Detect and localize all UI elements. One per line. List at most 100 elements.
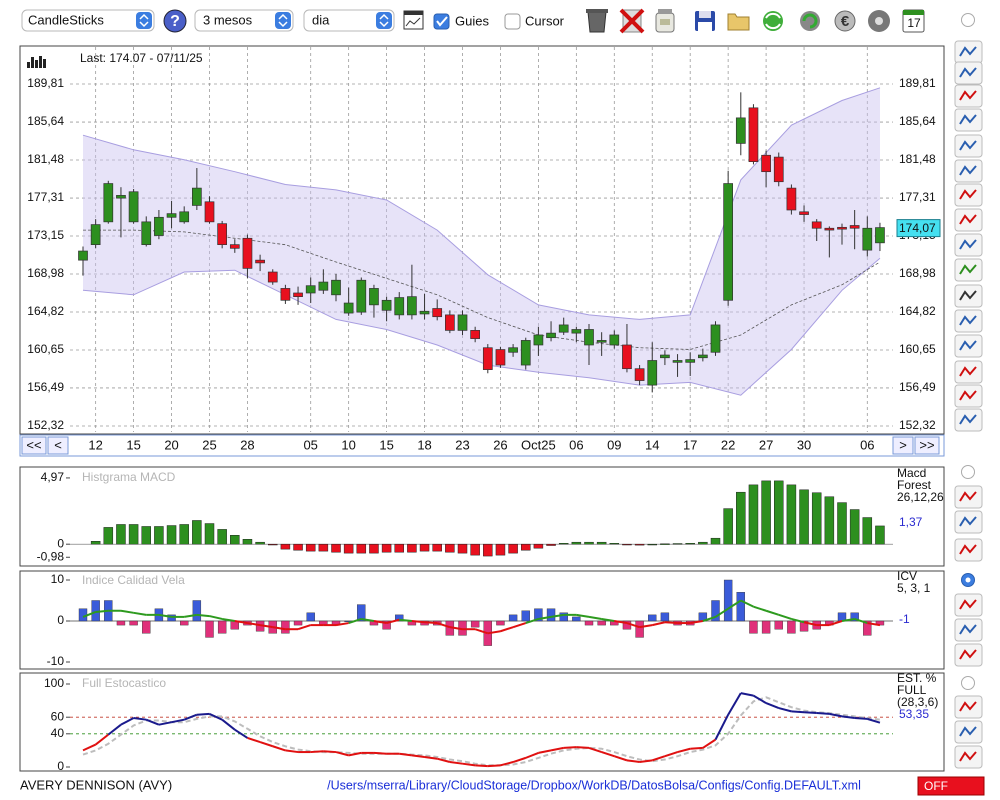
guides-checkbox[interactable]: Guies [433, 13, 489, 30]
stoch-k-line [613, 755, 628, 762]
help-glyph: ? [170, 13, 180, 30]
stoch-k-line [285, 749, 299, 754]
histogram-bar [331, 543, 341, 553]
refresh-button[interactable] [763, 11, 783, 31]
sidebar-button[interactable] [954, 233, 983, 257]
x-tick-label: 15 [126, 437, 140, 452]
calendar-button[interactable]: 17 [902, 9, 925, 33]
settings-button[interactable] [868, 10, 890, 32]
help-button[interactable]: ? [163, 9, 187, 33]
y-tick-label: 4,97 [41, 470, 65, 484]
candle-body [90, 224, 101, 246]
chart-style-select[interactable]: CandleSticks [21, 9, 155, 32]
icv-bar [496, 620, 505, 626]
x-tick-label: 27 [759, 437, 773, 452]
checkbox-label: Guies [455, 13, 489, 28]
x-tick-label: 26 [493, 437, 507, 452]
icv-signal [639, 624, 653, 629]
button-glyph [959, 264, 977, 275]
stoch-k-line [221, 718, 236, 731]
close-button[interactable] [619, 8, 645, 34]
nav-label: < [54, 437, 62, 452]
icv-bar [723, 579, 733, 622]
config-path[interactable]: /Users/mserra/Library/CloudStorage/Dropb… [327, 778, 861, 792]
sidebar-button[interactable] [954, 384, 983, 408]
sidebar-button[interactable] [954, 134, 983, 158]
panel-radio[interactable] [961, 676, 975, 690]
histogram-bar [90, 541, 101, 545]
icv-signal [234, 620, 248, 625]
stoch-k-line [323, 750, 337, 754]
y-tick-label: 40 [51, 726, 65, 740]
mode-toggle[interactable]: OFF [917, 776, 985, 796]
legend-text: FULL [897, 683, 927, 697]
sidebar-button[interactable] [954, 538, 983, 562]
y-tick-label: 168,98 [27, 266, 64, 280]
histogram-bar [217, 529, 227, 545]
nav-last[interactable]: >> [914, 436, 940, 455]
sidebar-button[interactable] [954, 40, 983, 64]
sidebar-button[interactable] [954, 258, 983, 282]
histogram-bar [786, 484, 797, 545]
sidebar-button[interactable] [954, 408, 983, 432]
icv-signal [272, 626, 286, 631]
stoch-k-line [651, 755, 666, 762]
jar-button[interactable] [655, 9, 675, 33]
nav-next[interactable]: > [892, 436, 914, 455]
panel-radio[interactable] [961, 465, 975, 479]
sidebar-button[interactable] [954, 334, 983, 358]
delete-button[interactable] [586, 9, 608, 33]
y-tick-label: 60 [51, 709, 65, 723]
y-tick-label: 168,98 [899, 266, 936, 280]
histogram-bar [305, 543, 316, 552]
period-select[interactable]: 3 mesos [194, 9, 294, 32]
sidebar-button[interactable] [954, 695, 983, 719]
stoch-k-line [525, 751, 539, 759]
sidebar-button[interactable] [954, 84, 983, 108]
y-tick-label: 10 [51, 572, 65, 586]
open-button[interactable] [727, 13, 750, 31]
currency-button[interactable]: € [834, 10, 856, 32]
sidebar-button[interactable] [954, 284, 983, 308]
histogram-bar [609, 543, 620, 545]
candle-body [622, 344, 632, 370]
stoch-k-line [677, 747, 691, 754]
sidebar-button[interactable] [954, 485, 983, 509]
y-tick-label: 156,49 [899, 380, 936, 394]
sidebar-button[interactable] [954, 745, 983, 769]
icv-bar [736, 592, 745, 622]
chart-icon-button[interactable] [403, 10, 424, 30]
sidebar-button[interactable] [954, 309, 983, 333]
sidebar-button[interactable] [954, 360, 983, 384]
candle-body [723, 183, 734, 301]
histogram-bar [483, 543, 493, 557]
sidebar-button[interactable] [954, 593, 983, 617]
sidebar-button[interactable] [954, 618, 983, 642]
sidebar-button[interactable] [954, 159, 983, 183]
sidebar-button[interactable] [954, 61, 983, 85]
sidebar-button[interactable] [954, 510, 983, 534]
legend-text: 26,12,26 [897, 490, 944, 504]
candle-body [482, 347, 493, 370]
candle-body [710, 324, 721, 353]
save-button[interactable] [695, 11, 715, 31]
interval-select[interactable]: dia [303, 9, 395, 32]
histogram-bar [432, 543, 442, 552]
stoch-k-line [512, 756, 527, 763]
candle-body [571, 329, 582, 334]
sidebar-button[interactable] [954, 108, 983, 132]
cursor-checkbox[interactable]: Cursor [504, 13, 565, 30]
nav-prev[interactable]: < [47, 436, 69, 455]
candle-body [634, 368, 645, 381]
nav-first[interactable]: << [21, 436, 47, 455]
sidebar-button[interactable] [954, 720, 983, 744]
reload-button[interactable] [800, 11, 820, 31]
nav-label: >> [919, 437, 934, 452]
icv-signal [538, 615, 552, 620]
sidebar-button[interactable] [954, 208, 983, 232]
histogram-bar [774, 480, 784, 545]
sidebar-button[interactable] [954, 643, 983, 667]
panel-radio[interactable] [961, 13, 975, 27]
sidebar-button[interactable] [954, 183, 983, 207]
icv-signal [411, 620, 425, 624]
